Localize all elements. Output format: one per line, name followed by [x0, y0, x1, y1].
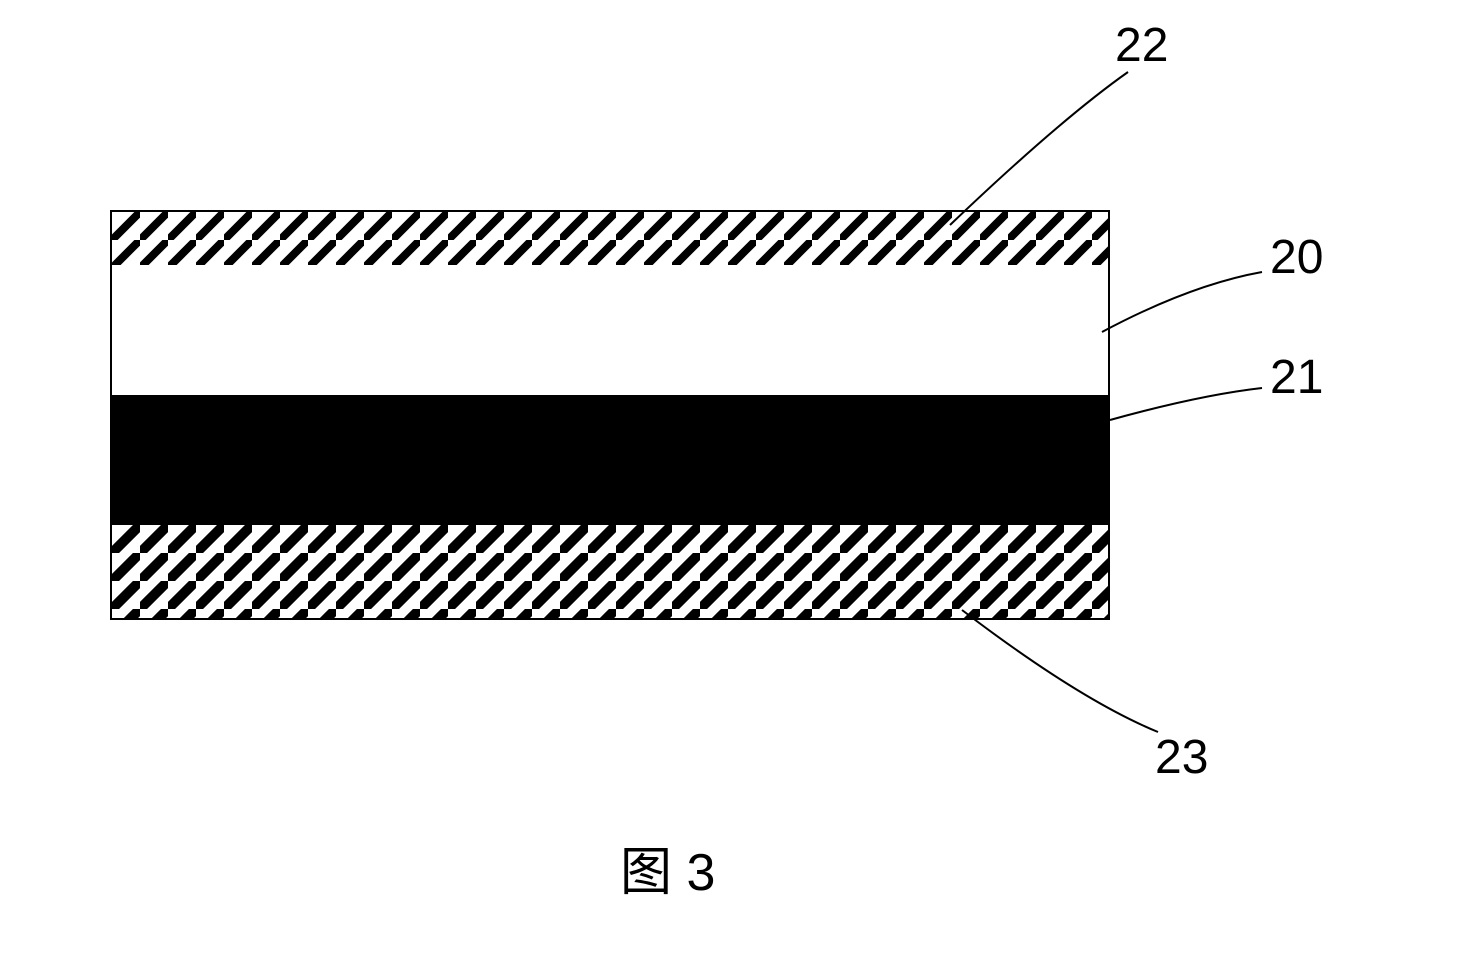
- layer-20-white: [110, 265, 1110, 395]
- layer-23-bottom-hatched: [110, 525, 1110, 620]
- layer-22-top-hatched: [110, 210, 1110, 265]
- layer-21-black: [110, 395, 1110, 525]
- hatch-pattern-top: [112, 212, 1108, 265]
- reference-label-22: 22: [1115, 18, 1168, 73]
- reference-label-21: 21: [1270, 350, 1323, 405]
- reference-label-20: 20: [1270, 230, 1323, 285]
- hatch-pattern-bottom: [112, 525, 1108, 618]
- figure-caption-number: 3: [686, 844, 715, 902]
- figure-caption: 图 3: [620, 830, 715, 905]
- reference-label-23: 23: [1155, 730, 1208, 785]
- figure-caption-symbol: 图: [620, 844, 672, 902]
- layer-stack: [110, 210, 1110, 620]
